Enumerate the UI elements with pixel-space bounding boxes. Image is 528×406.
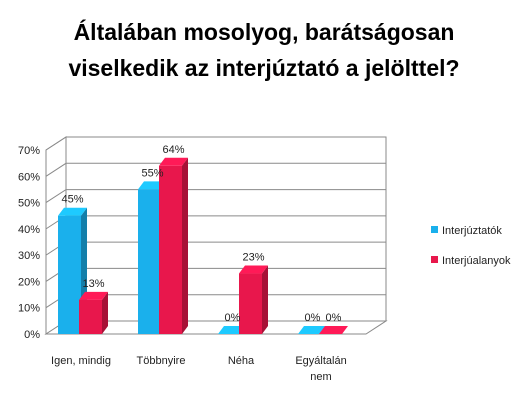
legend-swatch [431, 256, 438, 263]
bar [79, 291, 108, 334]
category-label: Többnyire [137, 355, 186, 367]
bar-side [102, 291, 108, 334]
y-tick-label: 10% [18, 303, 40, 315]
chart-title: Általában mosolyog, barátságosan viselked… [68, 18, 459, 81]
y-tick-label: 0% [24, 329, 40, 341]
back-wall [65, 136, 387, 322]
y-tick-label: 20% [18, 276, 40, 288]
x-axis: Igen, mindig Többnyire Néha Egyáltalán nem [51, 355, 347, 383]
data-label: 55% [141, 167, 163, 179]
legend: Interjúztatók Interjúalanyok [431, 225, 511, 267]
bar [298, 326, 327, 334]
y-tick-label: 70% [18, 145, 40, 157]
bar-top [159, 157, 188, 166]
category-label: Igen, mindig [51, 355, 111, 367]
data-label: 0% [225, 312, 241, 324]
bar-top [58, 207, 87, 216]
category-label: Néha [228, 355, 255, 367]
bar-side [262, 265, 268, 334]
y-tick-label: 60% [18, 171, 40, 183]
legend-label: Interjúalanyok [442, 255, 511, 267]
bar-front [138, 189, 161, 334]
bar [159, 157, 188, 334]
bar-front [239, 273, 262, 334]
data-label: 0% [326, 312, 342, 324]
category-label: Egyáltalán [295, 355, 346, 367]
data-label: 64% [162, 144, 184, 156]
data-labels: 45% 13% 55% 64% 0% 23% 0% 0% [61, 144, 341, 324]
data-label: 0% [305, 312, 321, 324]
chart-title-line: Általában mosolyog, barátságosan [74, 18, 455, 45]
chart-title-line: viselkedik az interjúztató a jelölttel? [68, 55, 459, 81]
y-tick-label: 40% [18, 224, 40, 236]
bar-front [79, 299, 102, 334]
bar-top [79, 291, 108, 300]
data-label: 45% [61, 194, 83, 206]
gridline [45, 162, 386, 177]
category-label: nem [310, 371, 331, 383]
bar-top [319, 326, 348, 334]
bar-top [298, 326, 327, 334]
y-tick-label: 50% [18, 198, 40, 210]
gridline [45, 136, 386, 151]
bar-side [182, 157, 188, 334]
data-label: 13% [82, 278, 104, 290]
bar-front [159, 165, 182, 334]
legend-swatch [431, 226, 438, 233]
data-label: 23% [242, 252, 264, 264]
bar-front [58, 215, 81, 334]
legend-label: Interjúztatók [442, 225, 502, 237]
bar-top [239, 265, 268, 274]
bar [319, 326, 348, 334]
gridline [45, 189, 386, 203]
y-tick-label: 30% [18, 250, 40, 262]
bar [239, 265, 268, 334]
bars [58, 157, 348, 334]
